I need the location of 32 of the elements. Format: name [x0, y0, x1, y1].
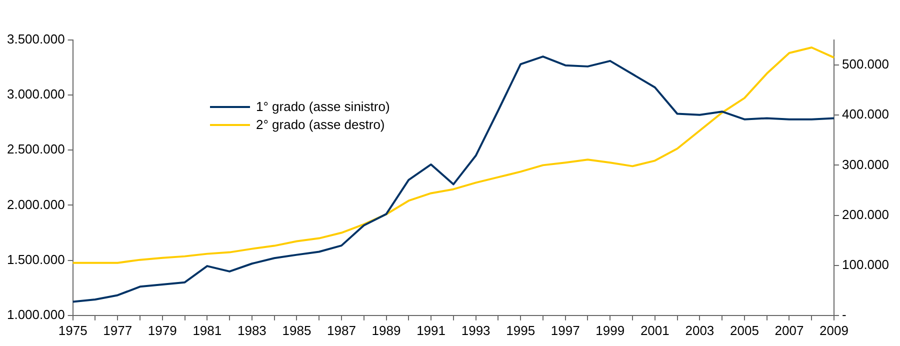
- y-tick-label: 3.000.000: [6, 86, 65, 102]
- y2-tick-label: 300.000: [842, 156, 890, 172]
- x-tick-label: 2009: [820, 322, 848, 338]
- x-tick-label: 1983: [237, 322, 266, 338]
- y2-tick-label: -: [842, 306, 846, 322]
- y2-tick-label: 500.000: [842, 56, 890, 72]
- y-tick-label: 2.000.000: [6, 196, 65, 212]
- x-tick-label: 2005: [730, 322, 759, 338]
- x-tick-label: 2001: [640, 322, 670, 338]
- x-tick-label: 2007: [774, 322, 804, 338]
- x-tick-label: 1997: [550, 322, 580, 338]
- x-tick-label: 1991: [416, 322, 446, 338]
- x-tick-label: 1993: [461, 322, 490, 338]
- y2-tick-label: 400.000: [842, 106, 890, 122]
- y-tick-label: 3.500.000: [6, 32, 65, 47]
- x-tick-label: 1977: [103, 322, 132, 338]
- y-tick-label: 1.000.000: [6, 306, 65, 322]
- legend-label: 2° grado (asse destro): [256, 116, 385, 134]
- x-tick-label: 1975: [58, 322, 88, 338]
- x-tick-label: 1981: [192, 322, 222, 338]
- x-tick-label: 2003: [685, 322, 714, 338]
- x-tick-label: 1989: [372, 322, 401, 338]
- x-tick-label: 1987: [327, 322, 356, 338]
- y2-tick-label: 100.000: [842, 256, 890, 272]
- y2-tick-label: 200.000: [842, 206, 890, 222]
- x-tick-label: 1999: [596, 322, 625, 338]
- y-tick-label: 2.500.000: [6, 142, 65, 157]
- x-tick-label: 1979: [148, 322, 177, 338]
- x-tick-label: 1985: [282, 322, 312, 338]
- y-tick-label: 1.500.000: [6, 252, 65, 267]
- x-tick-label: 1995: [506, 322, 536, 338]
- legend-label: 1° grado (asse sinistro): [256, 98, 390, 116]
